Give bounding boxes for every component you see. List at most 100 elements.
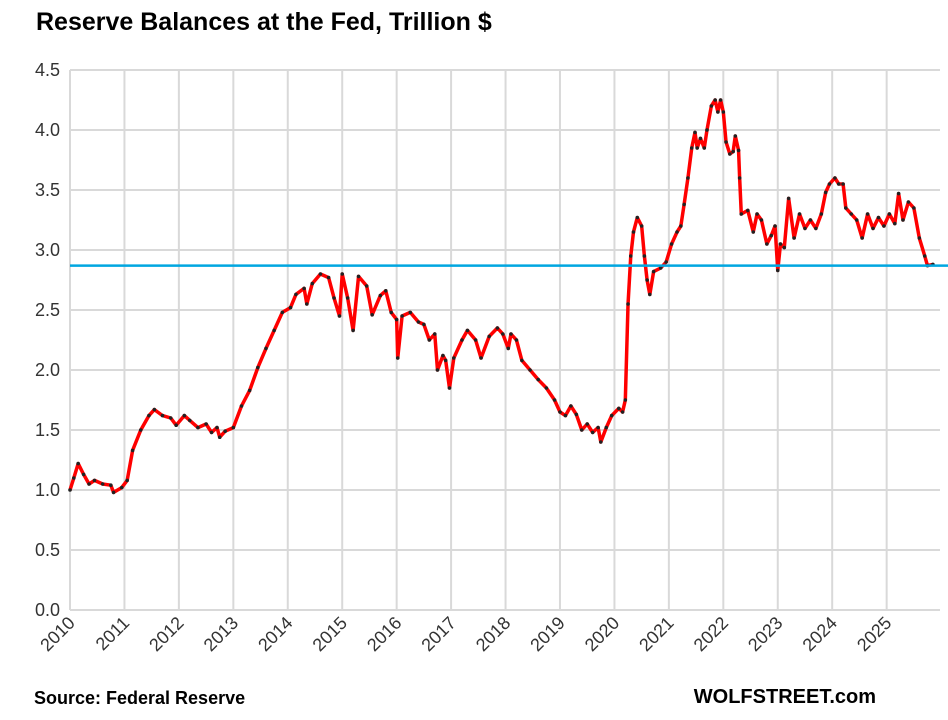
data-point (827, 182, 832, 186)
data-point (841, 182, 845, 186)
data-point (792, 236, 796, 240)
data-point (836, 182, 841, 186)
data-point (389, 310, 394, 315)
data-point (775, 268, 780, 273)
x-tick-label: 2024 (799, 613, 841, 655)
data-point (626, 302, 630, 306)
x-tick-label: 2011 (92, 613, 134, 655)
data-point (702, 146, 707, 150)
y-tick-label: 4.0 (35, 120, 60, 140)
data-point (917, 236, 922, 240)
data-point (896, 191, 901, 196)
data-point (130, 448, 135, 453)
data-point (337, 314, 342, 318)
data-point (506, 346, 511, 351)
y-tick-label: 0.5 (35, 540, 60, 560)
x-tick-label: 2025 (853, 613, 895, 655)
data-point (326, 275, 331, 280)
x-tick-label: 2014 (254, 613, 296, 655)
data-point (686, 176, 690, 180)
x-tick-label: 2017 (417, 613, 459, 655)
data-point (147, 413, 151, 418)
data-point (552, 398, 557, 402)
data-point (340, 272, 345, 276)
data-point (893, 221, 897, 226)
x-tick-label: 2015 (309, 613, 351, 655)
data-point (739, 212, 744, 216)
data-point (356, 274, 361, 279)
data-point (854, 218, 859, 222)
data-point (247, 388, 252, 393)
data-point (803, 226, 807, 231)
x-tick-label: 2013 (200, 613, 242, 655)
data-point (416, 320, 421, 324)
data-point (876, 215, 881, 220)
data-point (272, 328, 276, 333)
data-point (215, 425, 219, 430)
data-point (528, 368, 532, 372)
data-point (441, 353, 445, 358)
y-tick-label: 2.0 (35, 360, 60, 380)
data-point (443, 358, 448, 363)
data-point (223, 429, 227, 434)
data-point (544, 386, 549, 390)
data-point (604, 425, 609, 430)
data-point (92, 478, 97, 483)
x-tick-label: 2019 (526, 613, 568, 655)
data-point (887, 212, 892, 216)
data-point (370, 313, 374, 317)
data-point (860, 236, 864, 240)
data-point (479, 356, 483, 360)
data-point (669, 242, 674, 246)
data-point (651, 269, 656, 274)
data-point (642, 254, 647, 258)
data-point (746, 208, 750, 213)
data-point (814, 226, 818, 231)
data-point (769, 233, 774, 238)
x-tick-label: 2022 (690, 613, 732, 655)
data-point (737, 176, 742, 180)
data-point (755, 212, 759, 216)
data-point (187, 418, 192, 423)
data-point (705, 128, 709, 132)
data-point (514, 338, 519, 342)
data-point (724, 140, 728, 144)
y-tick-label: 3.0 (35, 240, 60, 260)
data-point (736, 148, 741, 153)
data-point (280, 310, 285, 315)
y-tick-label: 3.5 (35, 180, 60, 200)
data-point (168, 416, 173, 420)
data-point (427, 338, 432, 342)
data-point (639, 224, 644, 228)
data-point (751, 230, 756, 234)
data-point (460, 338, 464, 342)
data-point (87, 482, 91, 486)
data-point (648, 292, 652, 297)
data-point (901, 218, 905, 222)
data-point (394, 317, 399, 322)
data-point (72, 476, 76, 480)
brand-label: WOLFSTREET.com (693, 686, 876, 708)
data-point (882, 224, 886, 228)
data-point (713, 98, 717, 102)
data-point (912, 206, 916, 210)
series-line (68, 98, 934, 495)
data-point (623, 398, 628, 402)
data-point (364, 284, 369, 288)
data-point (906, 200, 911, 204)
data-point (773, 224, 777, 228)
data-point (68, 488, 72, 492)
data-point (759, 218, 764, 222)
data-point (616, 406, 621, 411)
data-point (174, 423, 178, 428)
data-point (310, 281, 315, 286)
data-point (786, 196, 791, 201)
data-point (664, 260, 668, 264)
data-point (395, 356, 400, 360)
x-tick-label: 2016 (363, 613, 405, 655)
data-point (609, 413, 614, 418)
data-point (400, 314, 404, 318)
data-point (849, 212, 854, 216)
x-tick-label: 2020 (581, 613, 623, 655)
